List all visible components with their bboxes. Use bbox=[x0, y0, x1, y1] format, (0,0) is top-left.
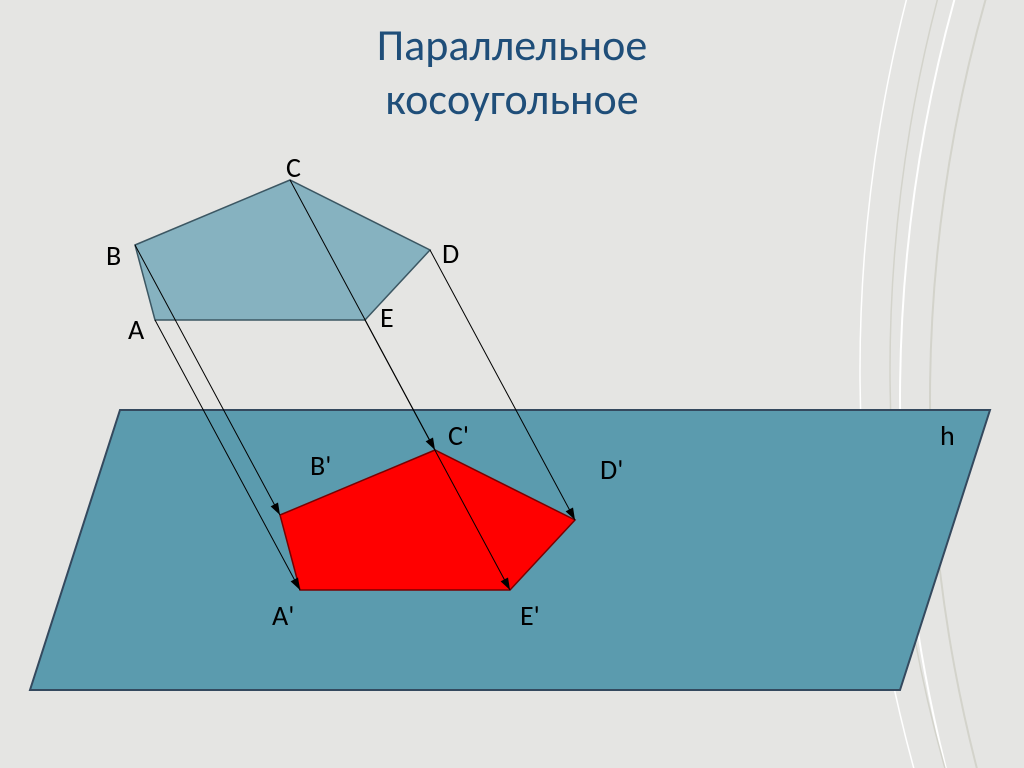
slide-stage: Параллельное косоугольное h A B C D E A'… bbox=[0, 0, 1024, 768]
vertex-B-prime-label: B' bbox=[310, 448, 331, 483]
vertex-D-label: D bbox=[442, 236, 459, 271]
title-line2: косоугольное bbox=[0, 72, 1024, 126]
title-line1: Параллельное bbox=[0, 18, 1024, 72]
vertex-A-prime-label: A' bbox=[272, 598, 294, 633]
vertex-A-label: A bbox=[128, 312, 144, 347]
vertex-E-prime-label: E' bbox=[520, 598, 540, 633]
vertex-D-prime-label: D' bbox=[600, 452, 623, 487]
plane-label: h bbox=[940, 418, 955, 453]
vertex-B-label: B bbox=[106, 238, 121, 273]
vertex-C-label: C bbox=[286, 150, 301, 185]
vertex-E-label: E bbox=[380, 300, 394, 335]
vertex-C-prime-label: C' bbox=[448, 418, 469, 453]
